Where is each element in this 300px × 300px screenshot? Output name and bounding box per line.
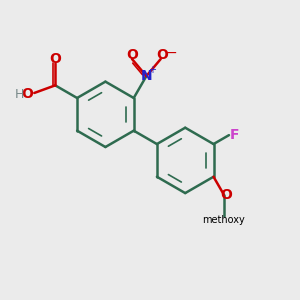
- Text: +: +: [148, 64, 156, 75]
- Text: F: F: [230, 128, 240, 142]
- Text: −: −: [165, 46, 177, 59]
- Text: methoxy: methoxy: [202, 215, 245, 225]
- Text: H: H: [15, 88, 24, 101]
- Text: O: O: [21, 88, 33, 101]
- Text: N: N: [141, 69, 152, 83]
- Text: O: O: [126, 48, 138, 62]
- Text: O: O: [49, 52, 61, 66]
- Text: O: O: [220, 188, 232, 202]
- Text: O: O: [156, 48, 168, 62]
